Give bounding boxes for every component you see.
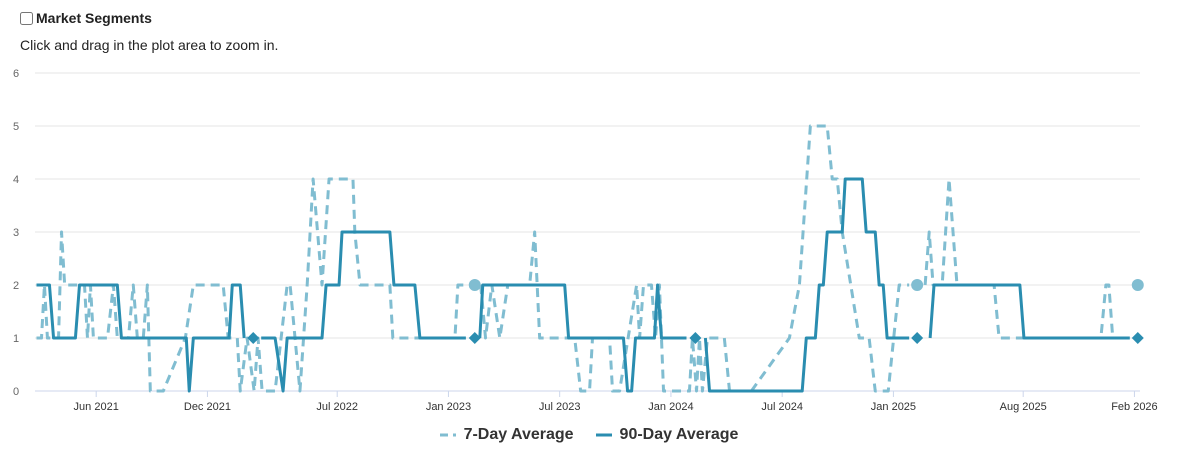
series-toggle-checkbox[interactable] [20, 11, 33, 25]
data-point-marker [468, 279, 481, 291]
x-tick-label: Jul 2024 [761, 401, 803, 413]
data-point-marker [911, 332, 924, 344]
chart-legend: 7-Day Average 90-Day Average [0, 426, 1178, 444]
series-line-7-day-average [479, 124, 910, 393]
legend-label: 7-Day Average [463, 426, 574, 443]
x-tick-label: Jun 2021 [74, 401, 119, 413]
y-tick-label: 0 [13, 386, 19, 398]
data-point-marker [1131, 332, 1144, 344]
dashed-line-icon [439, 433, 456, 437]
series-line-90-day-average [261, 230, 466, 393]
x-tick-label: Aug 2025 [1000, 401, 1047, 413]
y-tick-label: 4 [13, 174, 19, 186]
chart-header: Market Segments [20, 10, 152, 26]
series-line-90-day-average [478, 283, 687, 393]
solid-line-icon [595, 433, 612, 437]
x-tick-label: Jan 2025 [871, 401, 916, 413]
x-tick-label: Jul 2023 [539, 401, 581, 413]
chart-subtitle: Click and drag in the plot area to zoom … [20, 37, 279, 53]
x-tick-label: Feb 2026 [1111, 401, 1157, 413]
x-tick-label: Jan 2024 [648, 401, 693, 413]
series-line-7-day-average [923, 177, 1129, 340]
y-tick-label: 5 [13, 121, 19, 133]
series-line-90-day-average [703, 177, 910, 393]
legend-label: 90-Day Average [619, 426, 739, 443]
series-line-90-day-average [928, 283, 1130, 340]
data-point-marker [1131, 279, 1144, 291]
y-tick-label: 2 [13, 280, 19, 292]
y-tick-label: 3 [13, 227, 19, 239]
data-point-marker [468, 332, 481, 344]
data-point-marker [689, 332, 702, 344]
y-tick-label: 1 [13, 333, 19, 345]
legend-item-7-day[interactable]: 7-Day Average [439, 426, 574, 444]
x-tick-label: Jul 2022 [316, 401, 358, 413]
chart-title: Market Segments [36, 10, 152, 26]
data-point-marker [247, 332, 260, 344]
series-line-90-day-average [36, 283, 246, 393]
y-tick-label: 6 [13, 68, 19, 80]
legend-item-90-day[interactable]: 90-Day Average [595, 426, 739, 444]
x-tick-label: Jan 2023 [426, 401, 471, 413]
x-tick-label: Dec 2021 [184, 401, 231, 413]
data-point-marker [911, 279, 924, 291]
